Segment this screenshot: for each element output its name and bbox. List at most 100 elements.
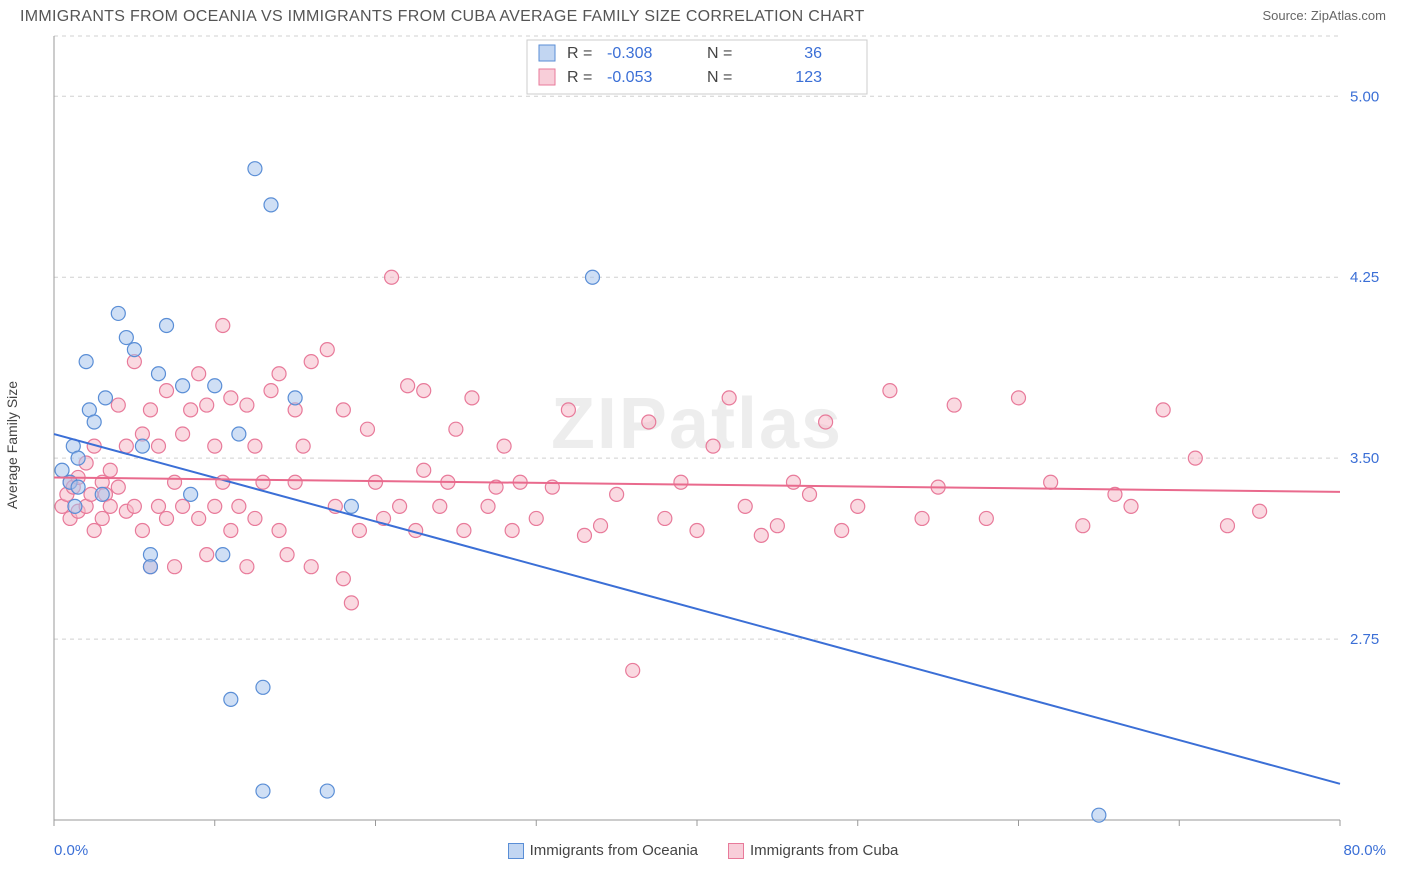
data-point-cuba [529, 511, 543, 525]
data-point-cuba [642, 415, 656, 429]
y-tick-label: 2.75 [1350, 631, 1379, 648]
data-point-cuba [248, 511, 262, 525]
data-point-cuba [1156, 403, 1170, 417]
data-point-cuba [344, 596, 358, 610]
data-point-oceania [87, 415, 101, 429]
data-point-cuba [610, 487, 624, 501]
data-point-cuba [272, 524, 286, 538]
stats-r-value: -0.053 [607, 69, 652, 86]
data-point-cuba [1188, 451, 1202, 465]
x-axis-min: 0.0% [54, 842, 88, 859]
legend-item-oceania: Immigrants from Oceania [508, 842, 698, 859]
data-point-oceania [184, 487, 198, 501]
y-tick-label: 4.25 [1350, 269, 1379, 286]
data-point-cuba [304, 355, 318, 369]
data-point-cuba [224, 524, 238, 538]
y-axis-label: Average Family Size [4, 380, 20, 508]
stats-r-label: R = [567, 45, 592, 62]
data-point-cuba [127, 499, 141, 513]
data-point-oceania [264, 198, 278, 212]
data-point-oceania [143, 560, 157, 574]
data-point-cuba [352, 524, 366, 538]
data-point-cuba [1220, 519, 1234, 533]
data-point-cuba [369, 475, 383, 489]
data-point-cuba [457, 524, 471, 538]
data-point-cuba [1076, 519, 1090, 533]
data-point-oceania [119, 331, 133, 345]
legend-swatch-pink [728, 843, 744, 859]
data-point-cuba [505, 524, 519, 538]
data-point-cuba [786, 475, 800, 489]
data-point-cuba [111, 398, 125, 412]
data-point-oceania [586, 270, 600, 284]
watermark: ZIPatlas [551, 384, 843, 464]
data-point-cuba [160, 511, 174, 525]
data-point-cuba [690, 524, 704, 538]
y-tick-label: 5.00 [1350, 88, 1379, 105]
data-point-cuba [288, 475, 302, 489]
data-point-oceania [95, 487, 109, 501]
source-credit: Source: ZipAtlas.com [1262, 8, 1386, 23]
data-point-cuba [336, 572, 350, 586]
stats-r-value: -0.308 [607, 45, 652, 62]
data-point-cuba [168, 475, 182, 489]
data-point-cuba [626, 663, 640, 677]
data-point-cuba [1044, 475, 1058, 489]
data-point-cuba [979, 511, 993, 525]
data-point-cuba [143, 403, 157, 417]
data-point-oceania [216, 548, 230, 562]
data-point-cuba [296, 439, 310, 453]
legend-item-cuba: Immigrants from Cuba [728, 842, 898, 859]
x-axis-max: 80.0% [1343, 842, 1386, 859]
data-point-cuba [160, 384, 174, 398]
data-point-cuba [168, 560, 182, 574]
data-point-cuba [1012, 391, 1026, 405]
data-point-cuba [304, 560, 318, 574]
data-point-oceania [288, 391, 302, 405]
data-point-cuba [208, 499, 222, 513]
data-point-cuba [111, 480, 125, 494]
data-point-cuba [947, 398, 961, 412]
data-point-oceania [256, 784, 270, 798]
data-point-oceania [71, 480, 85, 494]
legend-swatch-blue [508, 843, 524, 859]
data-point-cuba [240, 398, 254, 412]
data-point-cuba [433, 499, 447, 513]
data-point-cuba [465, 391, 479, 405]
data-point-oceania [71, 451, 85, 465]
data-point-cuba [754, 528, 768, 542]
bottom-legend: 0.0% Immigrants from Oceania Immigrants … [20, 842, 1386, 859]
data-point-cuba [176, 499, 190, 513]
data-point-cuba [192, 367, 206, 381]
data-point-oceania [127, 343, 141, 357]
data-point-oceania [248, 162, 262, 176]
stats-swatch [539, 45, 555, 61]
data-point-cuba [151, 439, 165, 453]
data-point-oceania [208, 379, 222, 393]
trendline-cuba [54, 477, 1340, 491]
chart-area: Average Family Size 2.753.504.255.00ZIPa… [20, 30, 1386, 859]
data-point-cuba [561, 403, 575, 417]
data-point-oceania [160, 318, 174, 332]
stats-n-label: N = [707, 45, 732, 62]
data-point-cuba [706, 439, 720, 453]
data-point-cuba [232, 499, 246, 513]
data-point-cuba [401, 379, 415, 393]
data-point-cuba [577, 528, 591, 542]
data-point-cuba [658, 511, 672, 525]
data-point-cuba [248, 439, 262, 453]
chart-title: IMMIGRANTS FROM OCEANIA VS IMMIGRANTS FR… [20, 8, 865, 26]
stats-r-label: R = [567, 69, 592, 86]
data-point-cuba [594, 519, 608, 533]
data-point-cuba [87, 524, 101, 538]
data-point-cuba [819, 415, 833, 429]
data-point-cuba [135, 524, 149, 538]
data-point-cuba [216, 318, 230, 332]
data-point-cuba [803, 487, 817, 501]
data-point-cuba [1253, 504, 1267, 518]
y-tick-label: 3.50 [1350, 450, 1379, 467]
stats-n-value: 36 [804, 45, 822, 62]
data-point-oceania [79, 355, 93, 369]
data-point-cuba [851, 499, 865, 513]
data-point-cuba [176, 427, 190, 441]
